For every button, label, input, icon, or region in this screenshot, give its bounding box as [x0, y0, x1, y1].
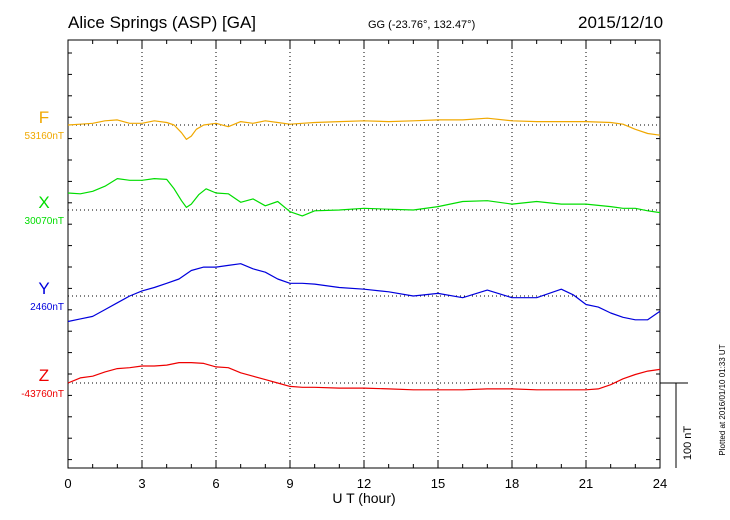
series-layer: [67, 117, 661, 391]
date-label: 2015/12/10: [578, 13, 663, 32]
x-tick-label: 12: [357, 476, 371, 491]
series-y-name: Y: [38, 279, 49, 298]
series-f-baseline-label: 53160nT: [25, 131, 64, 142]
x-tick-label: 3: [138, 476, 145, 491]
series-z-line: [67, 362, 661, 391]
series-x-baseline-label: 30070nT: [25, 216, 64, 227]
x-tick-label: 9: [286, 476, 293, 491]
series-y-line: [67, 263, 661, 323]
series-f-name: F: [39, 108, 49, 127]
series-z-name: Z: [39, 366, 49, 385]
x-tick-label: 6: [212, 476, 219, 491]
x-axis-label: U T (hour): [332, 490, 395, 506]
series-x-line: [67, 178, 661, 217]
series-labels: F 53160nT X 30070nT Y 2460nT Z -43760nT: [21, 108, 64, 400]
grid-lines: [68, 40, 660, 468]
coordinates-label: GG (-23.76°, 132.47°): [368, 19, 475, 31]
plotted-note: Plotted at 2016/01/10 01:33 UT: [718, 344, 727, 455]
x-tick-label: 24: [653, 476, 667, 491]
axis-ticks: 0 3 6 9 12 15 18 21 24: [64, 40, 667, 491]
series-y-baseline-label: 2460nT: [30, 302, 64, 313]
scale-bar-label: 100 nT: [682, 426, 694, 461]
x-tick-label: 15: [431, 476, 445, 491]
x-tick-label: 0: [64, 476, 71, 491]
series-f-line: [67, 117, 661, 140]
series-x-name: X: [38, 193, 49, 212]
scale-bar: 100 nT: [660, 382, 694, 468]
x-tick-label: 18: [505, 476, 519, 491]
series-z-baseline-label: -43760nT: [21, 389, 64, 400]
x-tick-label: 21: [579, 476, 593, 491]
station-title: Alice Springs (ASP) [GA]: [68, 13, 256, 32]
